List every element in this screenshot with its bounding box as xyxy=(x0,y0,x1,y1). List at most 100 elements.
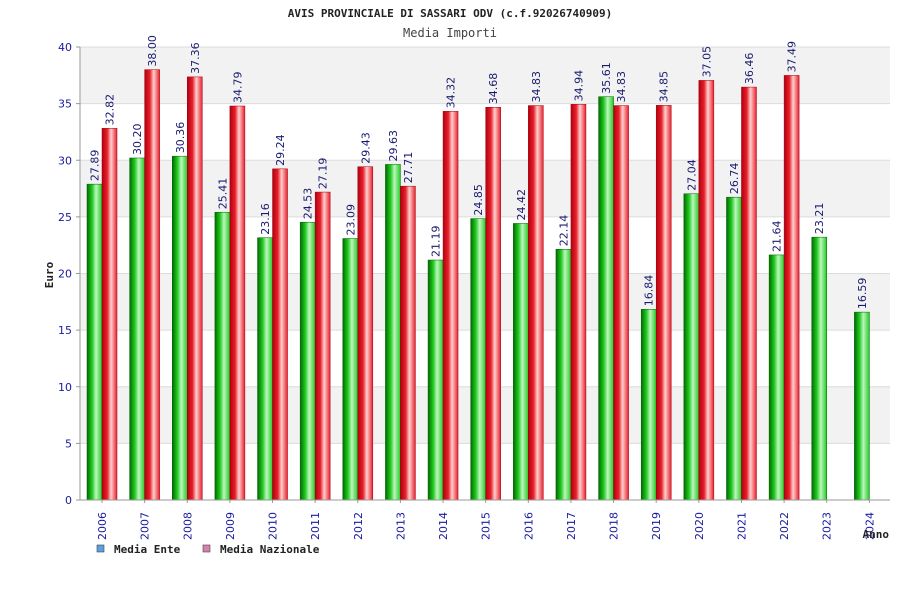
data-label: 34.79 xyxy=(231,72,244,103)
bar-media-nazionale xyxy=(741,86,757,501)
bar-media-nazionale xyxy=(400,185,416,501)
data-label: 38.00 xyxy=(146,35,159,67)
legend-label: Media Ente xyxy=(114,543,181,556)
data-label: 37.36 xyxy=(189,42,202,74)
bar-media-ente xyxy=(214,211,231,501)
bar-media-ente xyxy=(683,193,700,501)
bar-media-ente xyxy=(342,238,359,501)
bar-media-ente xyxy=(555,249,572,501)
data-label: 34.32 xyxy=(445,77,458,109)
bar-media-nazionale xyxy=(698,80,715,501)
x-tick-label: 2016 xyxy=(522,512,535,540)
x-tick-label: 2011 xyxy=(309,512,322,540)
bar-media-nazionale xyxy=(187,76,203,501)
data-label: 16.59 xyxy=(856,278,869,310)
data-label: 34.68 xyxy=(487,73,500,105)
bar-media-ente xyxy=(299,221,316,501)
y-tick-label: 0 xyxy=(65,494,72,507)
data-label: 30.36 xyxy=(174,122,187,154)
data-label: 23.16 xyxy=(259,203,272,235)
bar-media-ente xyxy=(726,196,742,501)
data-label: 29.24 xyxy=(274,134,287,166)
data-label: 34.94 xyxy=(572,70,585,102)
x-tick-label: 2020 xyxy=(693,512,706,540)
bar-media-nazionale xyxy=(357,166,374,501)
y-axis-ticks: 0 5 10 15 20 25 30 35 40 xyxy=(58,41,80,507)
x-tick-label: 2023 xyxy=(821,512,834,540)
bar-media-ente xyxy=(86,183,103,501)
data-label: 32.82 xyxy=(104,94,117,126)
x-tick-label: 2008 xyxy=(181,512,194,540)
bar-media-nazionale xyxy=(485,106,501,501)
data-label: 21.64 xyxy=(771,220,784,252)
data-label: 24.85 xyxy=(472,184,485,216)
bar-media-ente xyxy=(598,96,614,501)
x-tick-label: 2006 xyxy=(96,512,109,540)
y-tick-label: 5 xyxy=(65,437,72,450)
bar-media-ente xyxy=(172,155,188,501)
bar-media-nazionale xyxy=(613,105,629,501)
data-label: 30.20 xyxy=(131,123,144,155)
x-tick-label: 2009 xyxy=(224,512,237,540)
x-tick-label: 2013 xyxy=(394,512,407,540)
bar-media-ente xyxy=(385,164,401,501)
data-label: 23.21 xyxy=(813,203,826,235)
data-label: 27.71 xyxy=(402,152,415,184)
bar-media-ente xyxy=(470,218,486,501)
x-tick-label: 2007 xyxy=(139,512,152,540)
legend: Media Ente Media Nazionale xyxy=(96,543,320,556)
y-tick-label: 10 xyxy=(58,381,72,394)
x-tick-label: 2019 xyxy=(650,512,663,540)
y-tick-label: 25 xyxy=(58,211,72,224)
bar-media-nazionale xyxy=(229,105,246,501)
bar-media-nazionale xyxy=(655,105,672,501)
bar-media-nazionale xyxy=(570,104,587,501)
bar-media-ente xyxy=(640,309,657,501)
bar-media-nazionale xyxy=(314,191,331,501)
x-tick-label: 2012 xyxy=(352,512,365,540)
x-tick-label: 2015 xyxy=(480,512,493,540)
y-tick-label: 15 xyxy=(58,324,72,337)
data-label: 36.46 xyxy=(743,53,756,85)
x-tick-label: 2018 xyxy=(608,512,621,540)
data-label: 27.04 xyxy=(685,159,698,191)
bar-media-ente xyxy=(257,237,273,501)
data-label: 37.49 xyxy=(786,41,799,73)
bar-media-nazionale xyxy=(101,128,118,501)
legend-label: Media Nazionale xyxy=(220,543,320,556)
data-label: 34.83 xyxy=(530,71,543,103)
y-tick-label: 35 xyxy=(58,98,72,111)
legend-swatch xyxy=(96,544,105,553)
bar-media-nazionale xyxy=(144,69,160,501)
x-tick-label: 2022 xyxy=(778,512,791,540)
data-label: 27.19 xyxy=(317,158,330,190)
data-label: 25.41 xyxy=(216,178,229,209)
data-label: 23.09 xyxy=(344,204,357,236)
data-label: 24.42 xyxy=(515,189,528,221)
data-label: 21.19 xyxy=(430,226,443,258)
data-label: 37.05 xyxy=(700,46,713,78)
bar-media-nazionale xyxy=(442,111,459,501)
y-tick-label: 40 xyxy=(58,41,72,54)
bar-media-ente xyxy=(811,236,827,501)
data-label: 35.61 xyxy=(600,62,613,94)
data-label: 34.85 xyxy=(658,71,671,103)
data-label: 22.14 xyxy=(557,215,570,247)
y-tick-label: 30 xyxy=(58,154,72,167)
x-tick-label: 2017 xyxy=(565,512,578,540)
legend-swatch xyxy=(202,544,211,553)
chart-title: AVIS PROVINCIALE DI SASSARI ODV (c.f.920… xyxy=(288,7,613,20)
data-label: 34.83 xyxy=(615,71,628,103)
data-labels: 27.89 32.82 30.20 38.00 30.36 37.36 25.41 34.79… xyxy=(89,35,869,309)
bar-media-nazionale xyxy=(528,105,544,501)
bar-media-ente xyxy=(427,259,444,501)
bar-media-ente xyxy=(768,254,785,501)
x-tick-label: 2014 xyxy=(437,512,450,540)
y-axis-label: Euro xyxy=(43,261,56,288)
y-tick-label: 20 xyxy=(58,268,72,281)
data-label: 29.43 xyxy=(359,132,372,164)
data-label: 27.89 xyxy=(89,150,102,182)
x-tick-label: 2021 xyxy=(735,512,748,540)
x-axis-ticks: 2006 2007 2008 2009 2010 2011 2012 2013 2014 2015… xyxy=(96,500,876,540)
bar-media-nazionale xyxy=(272,168,288,501)
